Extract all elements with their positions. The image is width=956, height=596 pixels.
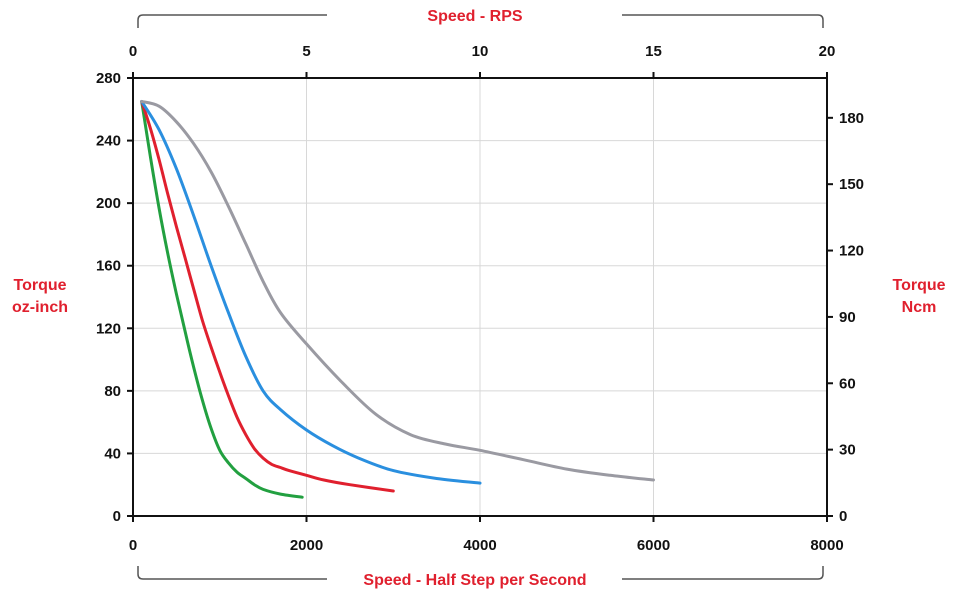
- left-tick-label: 240: [96, 133, 121, 150]
- bottom-bracket-left: [137, 566, 327, 580]
- bottom-tick-label: 6000: [637, 537, 670, 554]
- left-tick-label: 0: [113, 508, 121, 525]
- top-axis-title: Speed - RPS: [427, 8, 522, 25]
- top-tick-label: 10: [472, 43, 489, 60]
- left-tick-label: 160: [96, 258, 121, 275]
- bottom-tick-label: 8000: [810, 537, 843, 554]
- bottom-axis-title: Speed - Half Step per Second: [363, 572, 586, 589]
- left-tick-label: 40: [104, 445, 121, 462]
- top-tick-label: 15: [645, 43, 662, 60]
- right-tick-label: 0: [839, 508, 847, 525]
- top-tick-label: 5: [302, 43, 310, 60]
- grid-layer: [133, 78, 827, 516]
- top-bracket-right: [622, 14, 824, 28]
- torque-curve-2: [140, 100, 395, 493]
- right-tick-label: 90: [839, 309, 856, 326]
- bottom-tick-label: 0: [129, 537, 137, 554]
- right-tick-label: 60: [839, 375, 856, 392]
- bottom-tick-label: 4000: [463, 537, 496, 554]
- bottom-tick-label: 2000: [290, 537, 323, 554]
- right-axis-title-line2: Ncm: [902, 299, 937, 316]
- right-tick-label: 120: [839, 243, 864, 260]
- left-tick-label: 120: [96, 320, 121, 337]
- torque-curve-1: [140, 100, 304, 499]
- torque-curve-3: [140, 100, 482, 485]
- right-tick-label: 30: [839, 442, 856, 459]
- top-tick-label: 0: [129, 43, 137, 60]
- torque-curve-4: [140, 100, 655, 482]
- left-tick-label: 80: [104, 383, 121, 400]
- left-tick-label: 200: [96, 195, 121, 212]
- right-axis-title-line1: Torque: [892, 277, 945, 294]
- top-tick-label: 20: [819, 43, 836, 60]
- right-tick-label: 180: [839, 110, 864, 127]
- left-axis-title-line2: oz-inch: [12, 299, 68, 316]
- top-bracket-left: [137, 14, 327, 28]
- curve-layer: [140, 100, 655, 499]
- bottom-bracket-right: [622, 566, 824, 580]
- right-tick-label: 150: [839, 176, 864, 193]
- left-tick-label: 280: [96, 70, 121, 87]
- left-axis-title-line1: Torque: [13, 277, 66, 294]
